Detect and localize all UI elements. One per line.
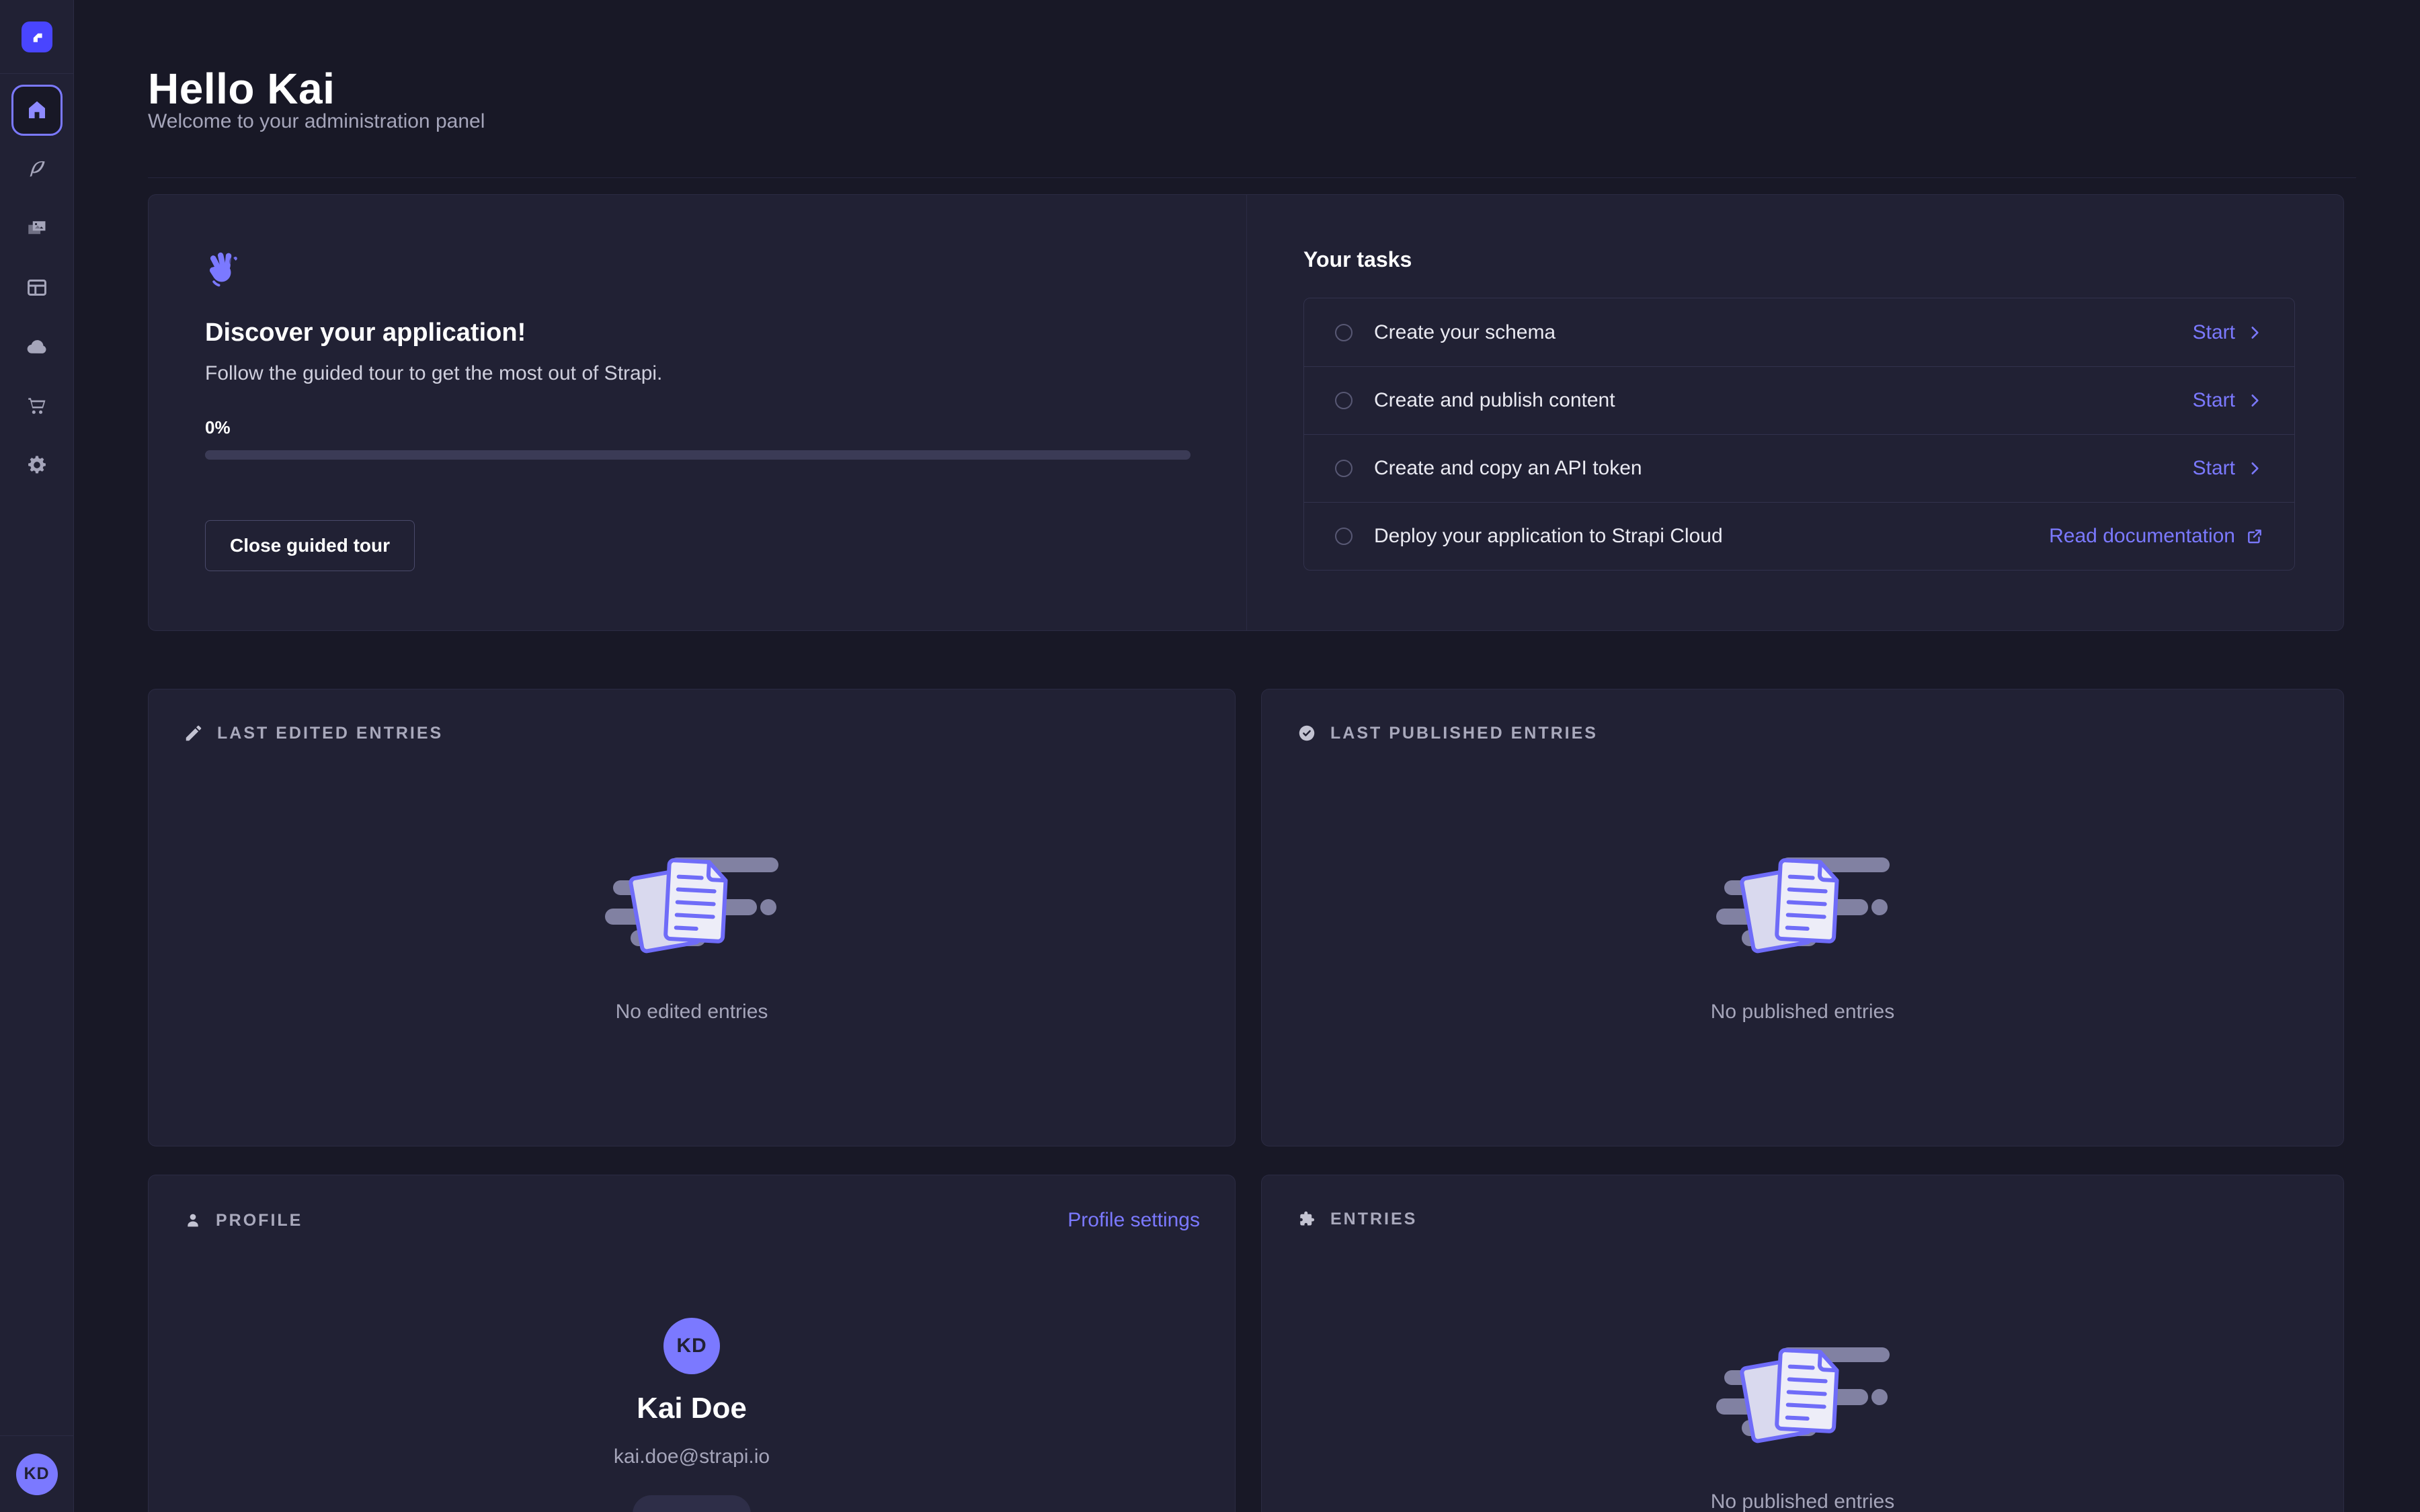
empty-state-text: No published entries (1710, 1001, 1895, 1023)
widget-title: ENTRIES (1330, 1209, 1418, 1228)
strapi-logo (21, 21, 52, 52)
strapi-logo-icon (33, 33, 42, 42)
empty-illustration-slot (1716, 845, 1890, 970)
empty-documents-illustration (1716, 857, 1890, 954)
guided-tour-subtitle: Follow the guided tour to get the most o… (205, 362, 663, 384)
task-action-label: Start (2192, 389, 2235, 411)
cloud-icon (27, 340, 46, 353)
task-row-create-schema[interactable]: Create your schema Start (1304, 298, 2294, 366)
chevron-right-icon (2251, 326, 2259, 339)
chevron-right-icon (2251, 462, 2259, 474)
header-divider (148, 177, 2356, 178)
task-status-circle-icon (1335, 323, 1353, 341)
empty-illustration-slot (1716, 1335, 1890, 1460)
workplace-logo-button[interactable] (0, 0, 74, 74)
task-start-link[interactable]: Start (2193, 457, 2263, 480)
widget-title: LAST EDITED ENTRIES (217, 723, 444, 743)
last-edited-entries-card: LAST EDITED ENTRIES (148, 689, 1236, 1146)
widget-title: PROFILE (216, 1210, 303, 1230)
task-action-label: Start (2192, 457, 2235, 479)
widget-title: LAST PUBLISHED ENTRIES (1330, 723, 1598, 743)
home-icon (28, 101, 45, 118)
sidebar-item-cloud[interactable] (0, 317, 74, 376)
profile-role-badge (633, 1495, 751, 1512)
task-label: Create and copy an API token (1374, 457, 1642, 479)
puzzle-icon (1300, 1211, 1315, 1226)
read-documentation-link[interactable]: Read documentation (2049, 525, 2263, 548)
task-label: Create and publish content (1374, 389, 1615, 411)
task-start-link[interactable]: Start (2193, 389, 2263, 412)
tasks-pane: Your tasks Create your schema Start (1247, 195, 2343, 630)
task-row-publish-content[interactable]: Create and publish content Start (1304, 366, 2294, 434)
task-label: Deploy your application to Strapi Cloud (1374, 525, 1723, 547)
profile-card: PROFILE Profile settings KD Kai Doe kai.… (148, 1175, 1236, 1512)
sidebar-item-marketplace[interactable] (0, 376, 74, 435)
waving-hand-icon (205, 249, 245, 289)
sidebar-item-content-manager[interactable] (0, 140, 74, 199)
profile-settings-link[interactable]: Profile settings (1067, 1209, 1200, 1231)
close-guided-tour-button[interactable]: Close guided tour (205, 520, 415, 571)
progress-label: 0% (205, 417, 231, 437)
check-circle-icon (1299, 725, 1315, 741)
task-status-circle-icon (1335, 460, 1353, 477)
sidebar-item-settings[interactable] (0, 435, 74, 495)
task-row-api-token[interactable]: Create and copy an API token Start (1304, 434, 2294, 502)
profile-email: kai.doe@strapi.io (613, 1445, 770, 1468)
task-status-circle-icon (1335, 528, 1353, 545)
profile-avatar: KD (663, 1318, 720, 1374)
tasks-list: Create your schema Start Create and publ… (1303, 298, 2295, 571)
empty-state-text: No edited entries (615, 1001, 768, 1023)
task-action-label: Start (2192, 321, 2235, 343)
sidebar-item-home[interactable] (11, 85, 63, 136)
sidebar-nav (0, 74, 74, 495)
external-link-icon (2248, 530, 2261, 544)
sidebar: KD (0, 0, 74, 1512)
feather-icon (30, 161, 45, 177)
task-start-link[interactable]: Start (2193, 321, 2263, 344)
chevron-right-icon (2251, 394, 2259, 407)
sidebar-item-content-type-builder[interactable] (0, 258, 74, 317)
user-icon (188, 1214, 198, 1227)
guided-tour-pane: Discover your application! Follow the gu… (149, 195, 1247, 630)
page-title: Hello Kai (148, 64, 335, 113)
empty-state-text: No published entries (1710, 1490, 1895, 1512)
task-row-deploy-cloud[interactable]: Deploy your application to Strapi Cloud … (1304, 502, 2294, 570)
layout-icon (27, 280, 46, 296)
task-label: Create your schema (1374, 321, 1556, 343)
empty-documents-illustration (605, 857, 778, 954)
gear-icon (28, 456, 46, 474)
page-subtitle: Welcome to your administration panel (148, 110, 485, 132)
avatar[interactable]: KD (15, 1453, 58, 1495)
last-published-entries-card: LAST PUBLISHED ENTRIES (1261, 689, 2344, 1146)
empty-documents-illustration (1716, 1347, 1890, 1443)
profile-name: Kai Doe (637, 1392, 747, 1425)
empty-illustration-slot (605, 845, 778, 970)
tasks-title: Your tasks (1303, 247, 1412, 271)
guided-tour-title: Discover your application! (205, 319, 526, 347)
progress-bar (205, 450, 1191, 460)
pencil-icon (186, 725, 202, 741)
task-action-label: Read documentation (2049, 525, 2235, 547)
guided-tour-card: Discover your application! Follow the gu… (148, 194, 2344, 631)
task-status-circle-icon (1335, 392, 1353, 409)
sidebar-item-media-library[interactable] (0, 199, 74, 258)
entries-card: ENTRIES No publish (1261, 1175, 2344, 1512)
images-icon (28, 221, 45, 235)
sidebar-user: KD (0, 1435, 74, 1512)
cart-icon (28, 398, 45, 414)
